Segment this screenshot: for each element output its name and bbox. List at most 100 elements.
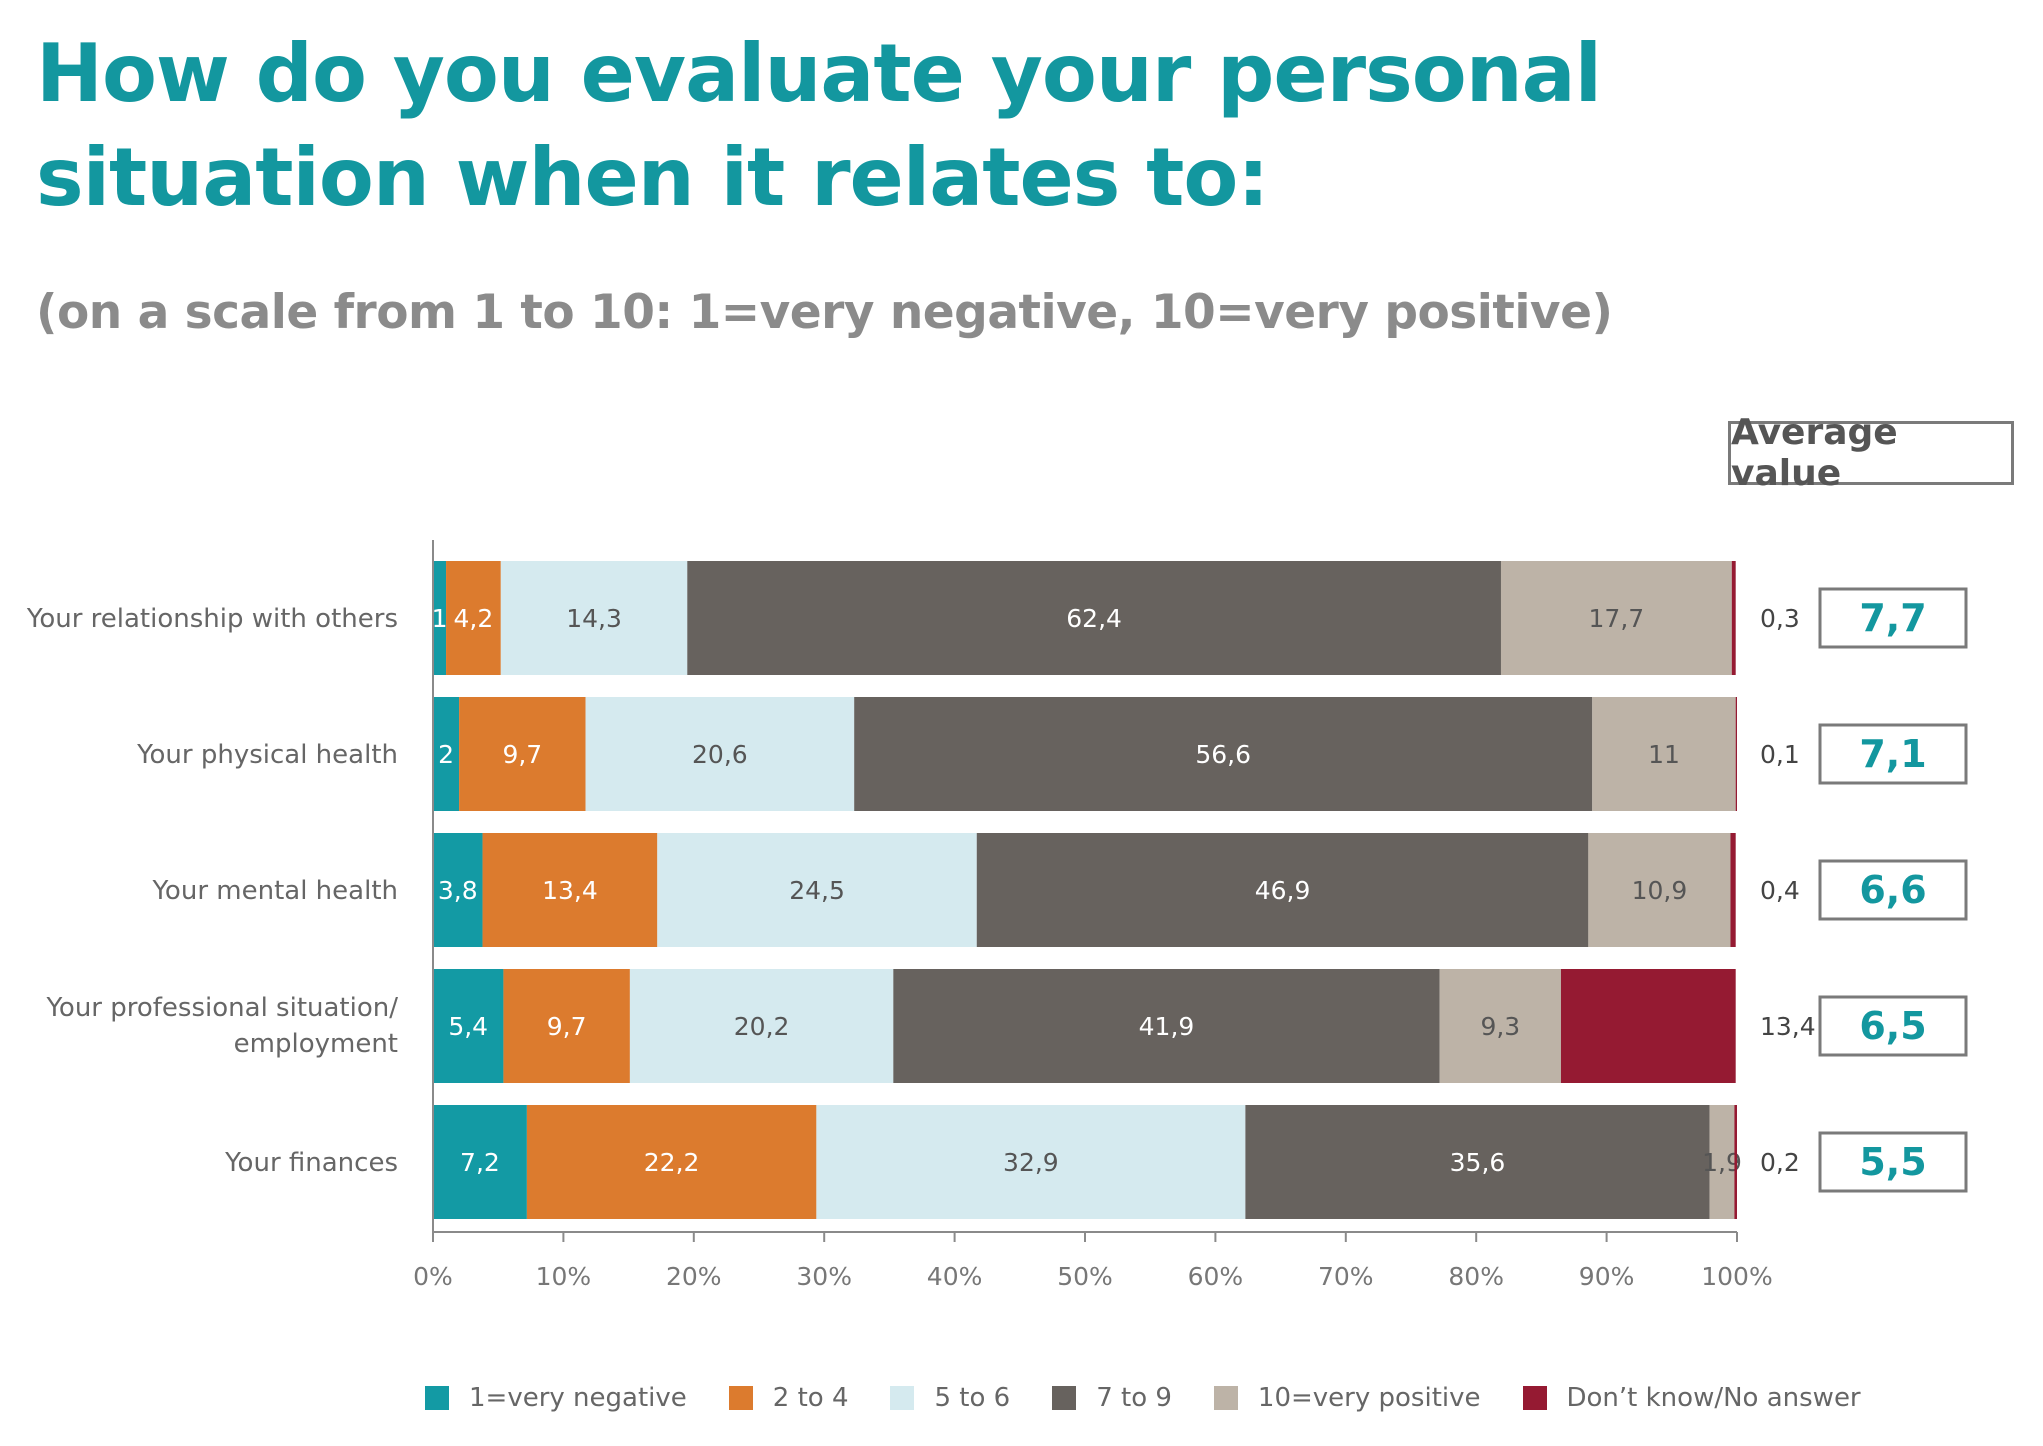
data-label: 22,2 [644,1148,700,1177]
chart-legend: 1=very negative 2 to 4 5 to 6 7 to 9 10=very… [425,1378,1903,1418]
x-tick-label: 70% [1318,1262,1374,1291]
bar-segment [1735,697,1737,811]
data-label: 20,6 [692,740,748,769]
legend-item: 5 to 6 [890,1383,1010,1413]
data-label: 0,3 [1760,604,1800,633]
chart-subtitle: (on a scale from 1 to 10: 1=very negativ… [36,285,1613,340]
bar-segment [1245,1105,1710,1219]
x-tick-label: 60% [1188,1262,1244,1291]
x-tick-label: 0% [413,1262,453,1291]
bar-segment [1734,1105,1737,1219]
legend-label: 2 to 4 [772,1383,849,1413]
bar-segment [446,561,501,675]
bar-segment [500,561,688,675]
average-value-box [1818,587,1968,649]
bar-segment [433,1105,527,1219]
legend-swatch [728,1386,753,1410]
bar-segment [1500,561,1732,675]
data-label: 17,7 [1589,604,1645,633]
average-value-box [1818,859,1968,921]
data-label: 0,1 [1760,740,1800,769]
average-value: 7,7 [1859,596,1926,640]
average-value: 6,5 [1859,1004,1926,1048]
bar-segment [1560,969,1736,1083]
bar-segment [629,969,894,1083]
x-tick-label: 20% [666,1262,722,1291]
legend-label: 5 to 6 [934,1383,1011,1413]
legend-label: 10=very positive [1257,1383,1481,1413]
bar-segment [657,833,977,947]
average-value-box [1818,995,1968,1057]
average-value: 6,6 [1859,868,1926,912]
legend-swatch [890,1386,915,1410]
data-label: 2 [438,740,454,769]
data-label: 10,9 [1632,876,1688,905]
data-label: 32,9 [1003,1148,1059,1177]
legend-swatch [425,1386,449,1410]
x-tick-label: 100% [1701,1262,1772,1291]
bar-segment [687,561,1501,675]
data-label: 9,3 [1480,1012,1520,1041]
data-label: 62,4 [1066,604,1122,633]
data-label: 35,6 [1450,1148,1506,1177]
legend-label: Don’t know/No answer [1566,1383,1861,1413]
x-tick-label: 80% [1448,1262,1504,1291]
bar-segment [503,969,630,1083]
data-label: 9,7 [547,1012,587,1041]
bar-segment [433,969,504,1083]
average-value-box [1818,723,1968,785]
legend-item: 10=very positive [1213,1383,1481,1413]
legend-item: 1=very negative [425,1383,687,1413]
data-label: 4,2 [454,604,494,633]
data-label: 9,7 [502,740,542,769]
average-value: 5,5 [1859,1140,1926,1184]
data-label: 11 [1648,740,1680,769]
legend-swatch [1213,1386,1238,1410]
category-label: Your finances [224,1148,398,1178]
x-tick-label: 50% [1057,1262,1113,1291]
bar-segment [1588,833,1731,947]
bar-segment [433,833,483,947]
legend-swatch [1522,1386,1547,1410]
data-label: 46,9 [1255,876,1311,905]
data-label: 14,3 [566,604,622,633]
data-label: 1 [432,604,448,633]
bar-segment [1709,1105,1735,1219]
data-label: 56,6 [1195,740,1251,769]
category-label: Your relationship with others [26,604,398,634]
bar-segment [482,833,658,947]
x-tick-label: 30% [796,1262,852,1291]
bar-segment [893,969,1440,1083]
bar-segment [433,697,460,811]
legend-swatch [1052,1386,1077,1410]
bar-segment [854,697,1593,811]
legend-item: 2 to 4 [728,1383,849,1413]
bar-segment [976,833,1589,947]
category-label: Your professional situation/ [45,993,398,1023]
x-tick-label: 40% [927,1262,983,1291]
bar-segment [1730,833,1736,947]
category-label: employment [234,1029,398,1059]
x-tick-label: 10% [536,1262,592,1291]
data-label: 0,2 [1760,1148,1800,1177]
bar-segment [585,697,855,811]
data-label: 13,4 [1760,1012,1816,1041]
data-label: 0,4 [1760,876,1800,905]
legend-label: 7 to 9 [1096,1383,1172,1413]
data-label: 7,2 [460,1148,500,1177]
category-label: Your mental health [152,876,399,906]
x-tick-label: 90% [1579,1262,1635,1291]
bar-segment [1439,969,1561,1083]
data-label: 20,2 [734,1012,790,1041]
data-label: 41,9 [1139,1012,1195,1041]
bar-segment [433,561,447,675]
legend-item: Don’t know/No answer [1522,1383,1861,1413]
data-label: 24,5 [789,876,845,905]
average-value-box [1818,1131,1968,1193]
data-label: 13,4 [542,876,598,905]
bar-segment [1731,561,1736,675]
data-label: 5,4 [448,1012,488,1041]
bar-segment [459,697,586,811]
legend-item: 7 to 9 [1052,1383,1172,1413]
